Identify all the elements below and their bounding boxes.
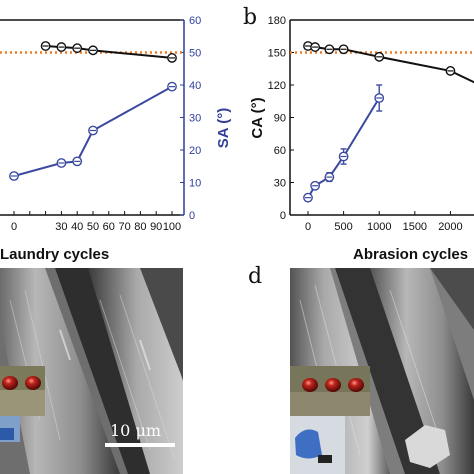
sem-image-c: 10 μm [0, 268, 183, 474]
panel-a-right-tick-label: 20 [189, 145, 201, 157]
panel-a-right-tick-label: 40 [189, 80, 201, 92]
panel-a-right-axis-label: SA (°) [215, 108, 232, 148]
panel-b-y-tick-label: 90 [274, 113, 286, 125]
inset-photo-d [290, 366, 370, 474]
panel-a-right-tick-label: 0 [189, 210, 195, 222]
panel-b-x-tick-label: 1000 [367, 221, 391, 233]
panel-b-chart: 0 30 60 90 120 150 180 0 500 1000 1500 2000 [268, 15, 474, 233]
panel-b-x-tick-label: 2000 [438, 221, 462, 233]
panel-a-right-tick-label: 60 [189, 15, 201, 27]
panel-b-x-tick-label: 0 [305, 221, 311, 233]
scale-bar-label: 10 μm [110, 421, 161, 440]
inset-photo-c [0, 366, 45, 442]
panel-a-x-tick-label: 70 [118, 221, 130, 233]
panel-b-y-tick-label: 30 [274, 178, 286, 190]
panel-b-y-tick-label: 150 [268, 48, 286, 60]
panel-a-x-tick-label: 90 [150, 221, 162, 233]
panel-b-y-tick-label: 0 [280, 210, 286, 222]
panel-b-x-tick-label: 1500 [403, 221, 427, 233]
water-droplet [348, 378, 364, 392]
panel-a-x-tick-label: 60 [103, 221, 115, 233]
panel-a-right-tick-label: 10 [189, 178, 201, 190]
water-droplet [302, 378, 318, 392]
water-droplet [25, 376, 41, 390]
panel-a-x-tick-label: 40 [71, 221, 83, 233]
panel-a-x-tick-label: 100 [163, 221, 181, 233]
panel-b-y-tick-label: 120 [268, 80, 286, 92]
panel-b-letter: b [243, 5, 257, 30]
water-droplet [2, 376, 18, 390]
panel-a-x-tick-label: 80 [134, 221, 146, 233]
panel-a-x-tick-label: 0 [11, 221, 17, 233]
panel-a-x-axis-label: Laundry cycles [0, 246, 109, 263]
water-droplet [325, 378, 341, 392]
panel-a-x-tick-label: 30 [55, 221, 67, 233]
scale-bar: 10 μm [105, 421, 175, 447]
panel-b-y-tick-label: 180 [268, 15, 286, 27]
sem-image-d [290, 268, 474, 474]
panel-d-letter: d [248, 264, 262, 289]
panel-a-right-tick-label: 50 [189, 48, 201, 60]
panel-a-right-tick-label: 30 [189, 113, 201, 125]
panel-b-x-tick-label: 500 [334, 221, 352, 233]
panel-b-y-tick-label: 60 [274, 145, 286, 157]
panel-a-x-tick-label: 50 [87, 221, 99, 233]
panel-b-x-axis-label: Abrasion cycles [353, 246, 468, 263]
panel-b-y-axis-label: CA (°) [249, 97, 266, 138]
